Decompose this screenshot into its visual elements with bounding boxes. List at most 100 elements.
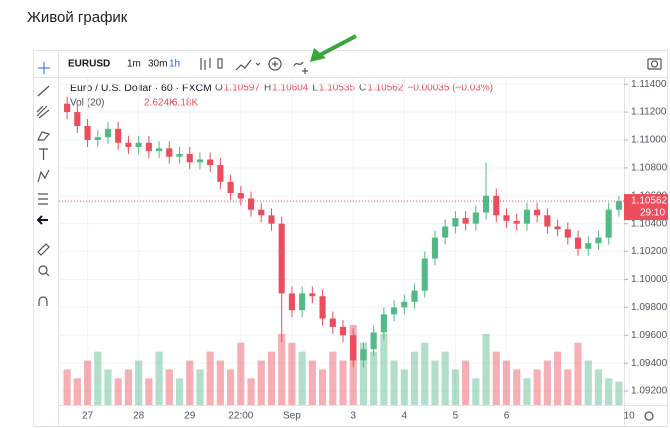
crosshair-tool[interactable] (38, 62, 50, 74)
y-tick-label: 1.11400 (631, 79, 667, 90)
volume-bar (513, 369, 521, 405)
x-tick-label: 10 (624, 411, 636, 422)
volume-bar (145, 378, 153, 405)
volume-bar (196, 369, 204, 405)
x-tick-label: Sep (283, 411, 301, 422)
candle-body (237, 192, 244, 199)
candle-body (554, 226, 561, 230)
candle-body (595, 237, 602, 244)
candle-body (452, 218, 459, 227)
brush-tool[interactable] (37, 131, 51, 141)
x-tick-label: 6 (504, 411, 510, 422)
candle-body (268, 215, 275, 224)
volume-bar (135, 360, 143, 405)
candle-body (391, 307, 398, 315)
candle-body (421, 258, 428, 291)
interval-button[interactable]: 30m (148, 59, 167, 70)
candles-icon[interactable] (217, 58, 223, 69)
volume-bar (462, 360, 470, 405)
volume-bar (104, 369, 112, 405)
candle-body (472, 212, 479, 224)
drawing-tools (36, 62, 654, 421)
pitchfork-tool[interactable] (36, 105, 50, 119)
x-tick-label: 27 (82, 411, 94, 422)
volume-bar (431, 360, 439, 405)
candle-body (442, 226, 449, 238)
candle-body (329, 318, 336, 327)
candle-body (503, 215, 510, 221)
candle-body (247, 198, 255, 210)
volume-bar (124, 369, 132, 405)
volume-bar (605, 378, 613, 405)
y-tick-label: 1.09800 (631, 302, 668, 313)
candle-body (574, 237, 582, 249)
back-tool[interactable] (36, 215, 48, 225)
compare-icon[interactable] (293, 61, 308, 74)
candle-body (585, 243, 592, 249)
volume-bar (73, 378, 81, 405)
area-icon[interactable] (235, 59, 252, 71)
snapshot-icon[interactable] (647, 58, 662, 70)
y-tick-label: 1.09200 (631, 386, 668, 397)
volume-bar (380, 333, 388, 405)
x-tick-label: 3 (350, 411, 356, 422)
candle-body (196, 159, 204, 163)
candle-body (339, 326, 347, 336)
candle-body (104, 128, 112, 138)
volume-bar (216, 360, 224, 405)
trendline-tool[interactable] (37, 85, 50, 97)
page-title: Живой график (27, 9, 128, 26)
volume-bar (278, 333, 286, 405)
magnet-tool[interactable] (38, 296, 48, 306)
volume-bar (359, 342, 368, 405)
volume-bar (329, 351, 337, 405)
fib-tool[interactable] (38, 193, 48, 205)
volume-value: 2.624K (144, 98, 176, 109)
candle-body (319, 296, 326, 319)
x-tick-label: 5 (453, 411, 459, 422)
candle-body (350, 335, 357, 361)
interval-group: 1m 30m 1h (127, 59, 180, 70)
widget-frame (33, 50, 668, 427)
candle-body (176, 153, 183, 157)
dropdown-icon[interactable] (255, 62, 261, 66)
candle-body (156, 148, 163, 152)
zoom-tool[interactable] (38, 265, 48, 275)
candle-body (186, 153, 193, 163)
measure-tool[interactable] (37, 243, 50, 256)
volume-bar (186, 360, 194, 405)
volume-bar (482, 333, 490, 405)
candle-body (370, 332, 377, 350)
settings-icon[interactable] (644, 411, 654, 421)
ohlc-legend: O 1.10597 H 1.10604 L 1.10535 C 1.10562 −0.00035… (215, 83, 493, 94)
volume-bar (155, 351, 163, 405)
text-tool[interactable] (39, 148, 48, 160)
candle-body (615, 201, 622, 210)
candle-body (74, 112, 81, 127)
annotation-arrow (317, 34, 357, 58)
candle-body (299, 293, 306, 311)
volume-bar (267, 351, 276, 405)
volume-bar (594, 369, 603, 405)
interval-button[interactable]: 1m (127, 59, 141, 70)
x-tick-label: 29 (184, 411, 196, 422)
volume-bar (63, 369, 71, 405)
bars-icon[interactable] (200, 58, 211, 70)
interval-button[interactable]: 1h (169, 59, 180, 70)
candle-body (64, 103, 71, 113)
y-tick-label: 1.11000 (631, 135, 667, 146)
candle-body (94, 137, 101, 140)
y-tick-label: 1.10400 (631, 218, 668, 229)
pattern-tool[interactable] (37, 169, 50, 183)
ohlc-value: 1.10604 (272, 83, 309, 94)
last-price-label: 1.10562 (631, 196, 668, 207)
candle-body (523, 209, 530, 224)
volume-bar (390, 360, 398, 405)
volume-bar (410, 351, 419, 405)
y-tick-label: 1.09600 (631, 330, 668, 341)
symbol-button[interactable]: EURUSD (68, 59, 110, 70)
volume-average: 6.18K (172, 98, 198, 109)
indicator-icon[interactable] (268, 57, 282, 71)
volume-bar (247, 378, 255, 405)
